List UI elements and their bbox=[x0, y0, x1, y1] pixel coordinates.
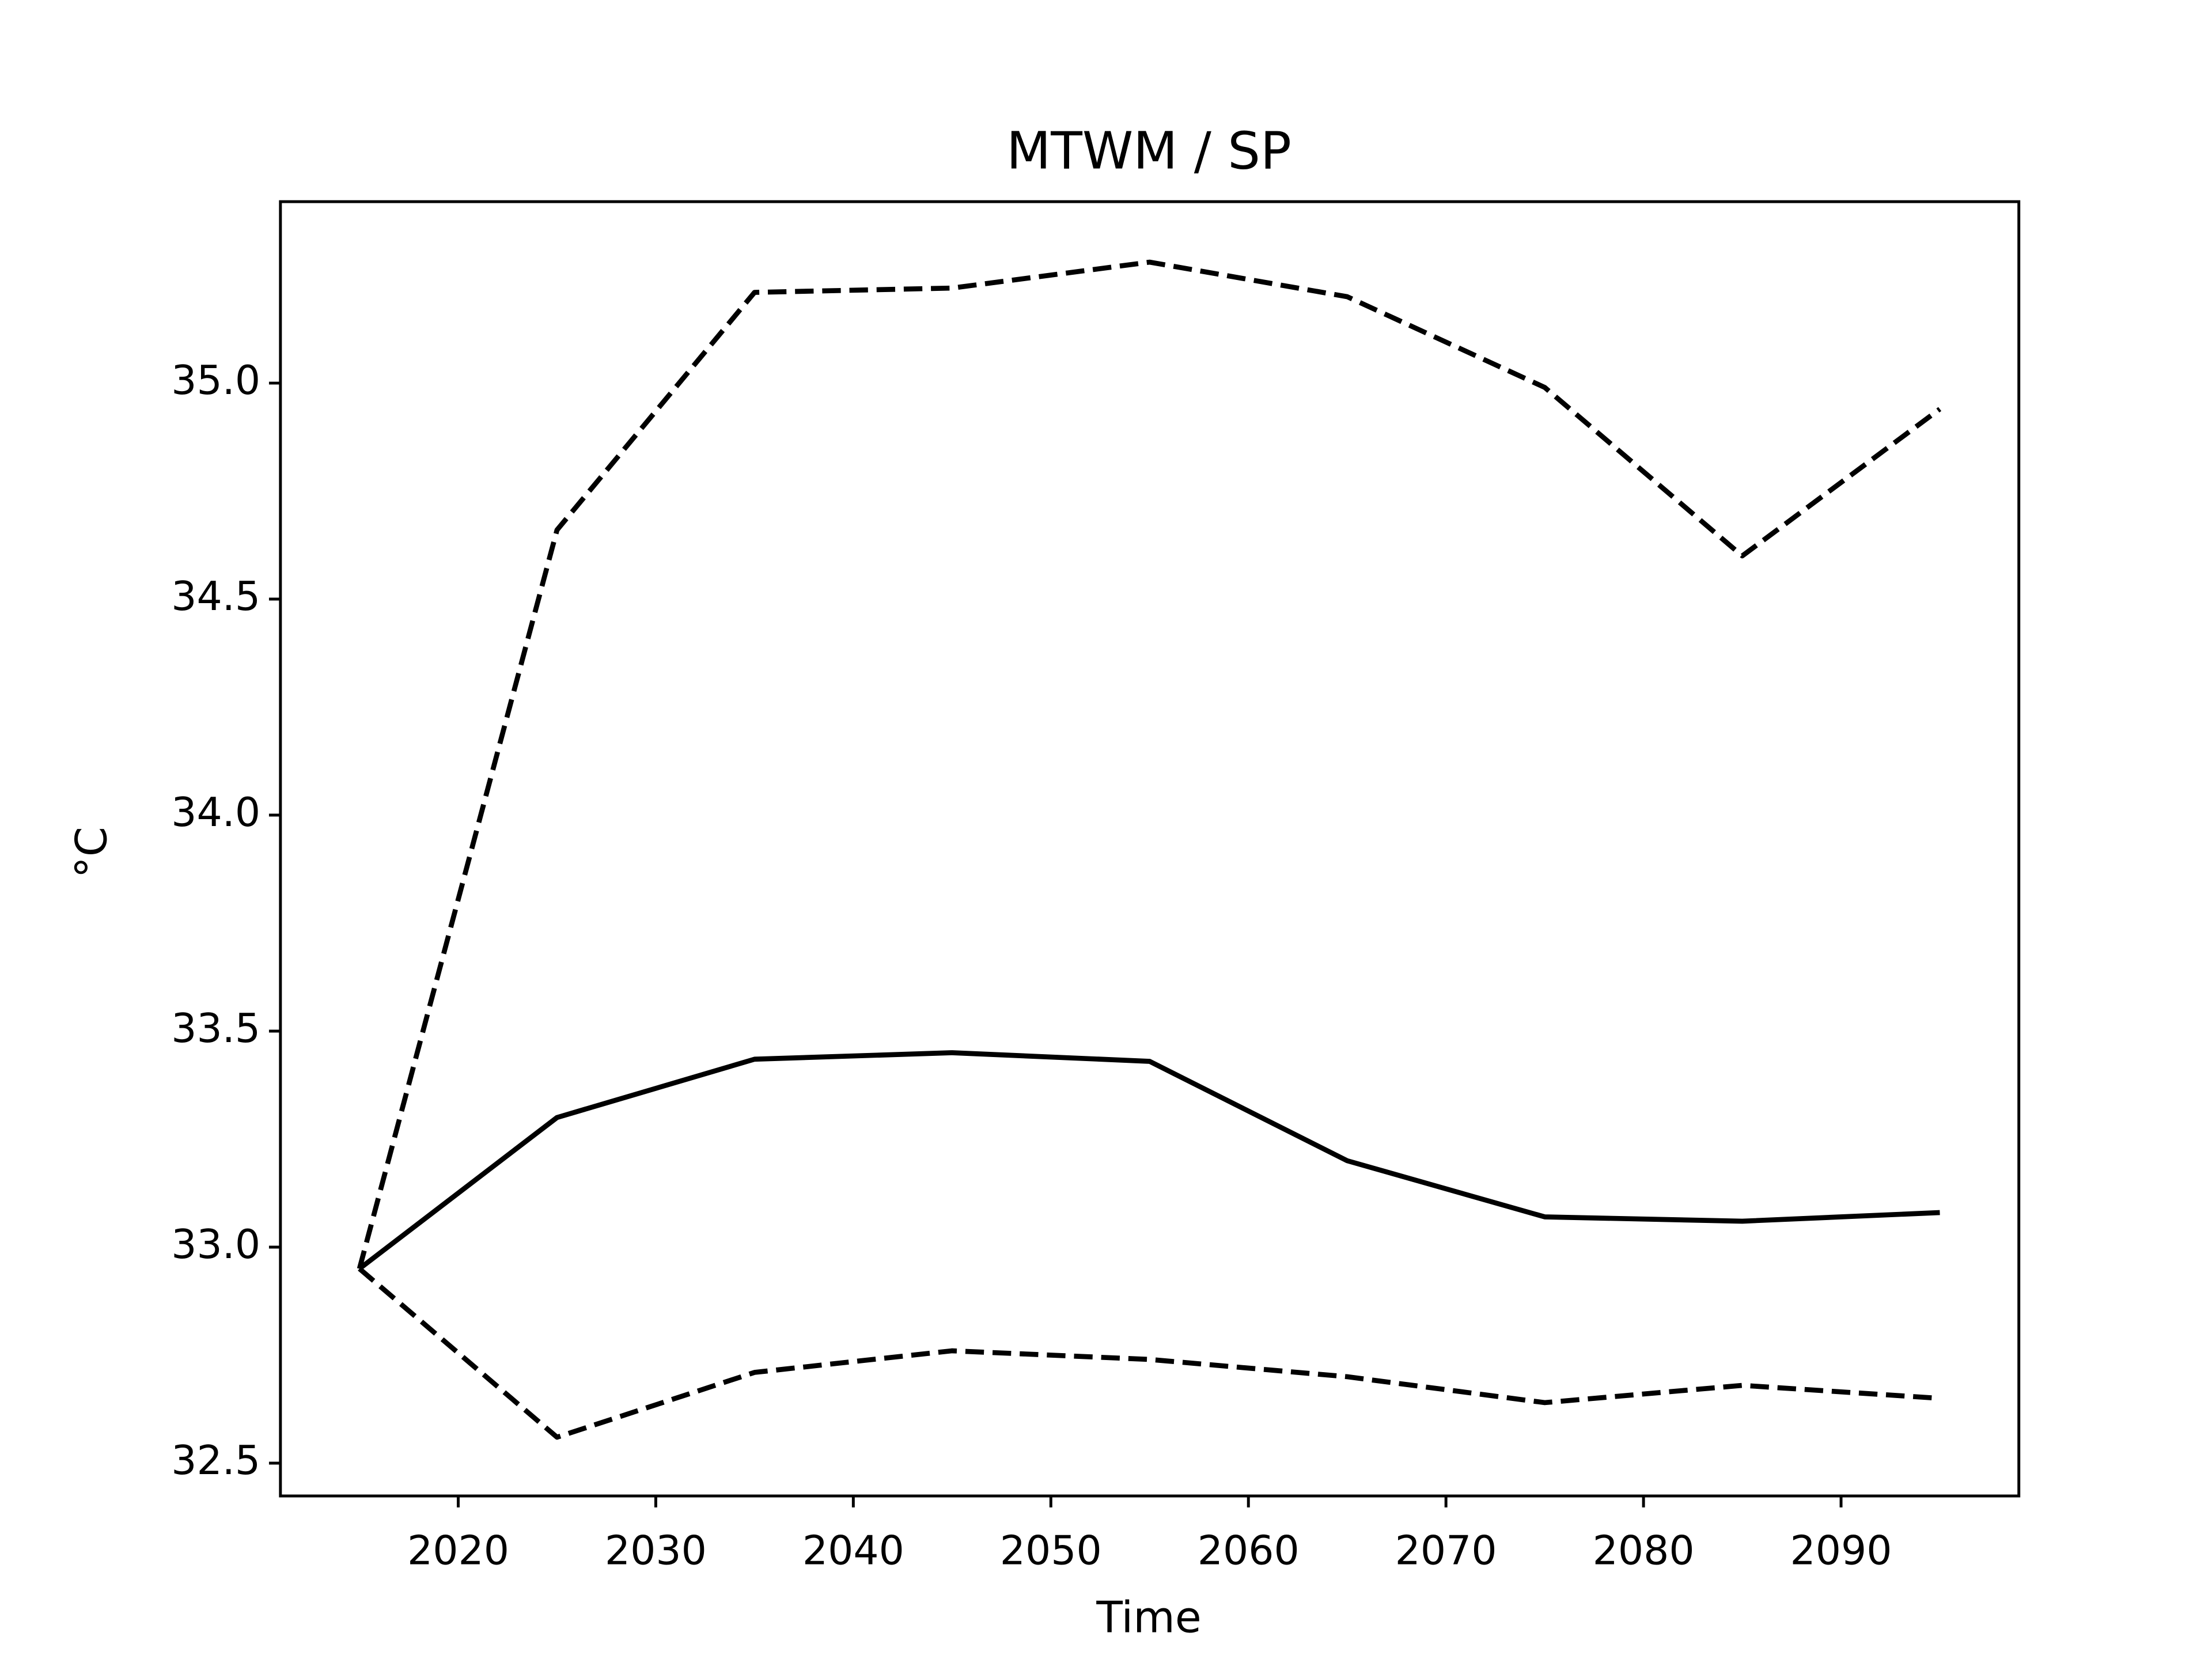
y-tick-label: 32.5 bbox=[171, 1437, 260, 1484]
plot-frame bbox=[279, 200, 2021, 1498]
chart-title: MTWM / SP bbox=[1006, 122, 1291, 181]
x-tick-label: 2060 bbox=[1198, 1527, 1300, 1574]
y-axis-label: °C bbox=[66, 827, 116, 878]
x-tick-label: 2040 bbox=[802, 1527, 904, 1574]
line-series bbox=[358, 1050, 1940, 1271]
line-series bbox=[357, 259, 1942, 1270]
line-series bbox=[358, 1267, 1940, 1440]
x-tick-label: 2020 bbox=[407, 1527, 509, 1574]
y-tick-label: 33.5 bbox=[171, 1005, 260, 1052]
y-tick-label: 35.0 bbox=[171, 357, 260, 404]
x-tick-label: 2090 bbox=[1790, 1527, 1892, 1574]
x-tick-label: 2070 bbox=[1395, 1527, 1497, 1574]
y-tick-label: 33.0 bbox=[171, 1221, 260, 1268]
y-tick-label: 34.5 bbox=[171, 573, 260, 620]
x-tick-label: 2080 bbox=[1593, 1527, 1695, 1574]
x-tick-label: 2030 bbox=[605, 1527, 707, 1574]
x-tick-label: 2050 bbox=[1000, 1527, 1102, 1574]
x-axis-label: Time bbox=[1096, 1592, 1201, 1642]
y-tick-label: 34.0 bbox=[171, 789, 260, 836]
